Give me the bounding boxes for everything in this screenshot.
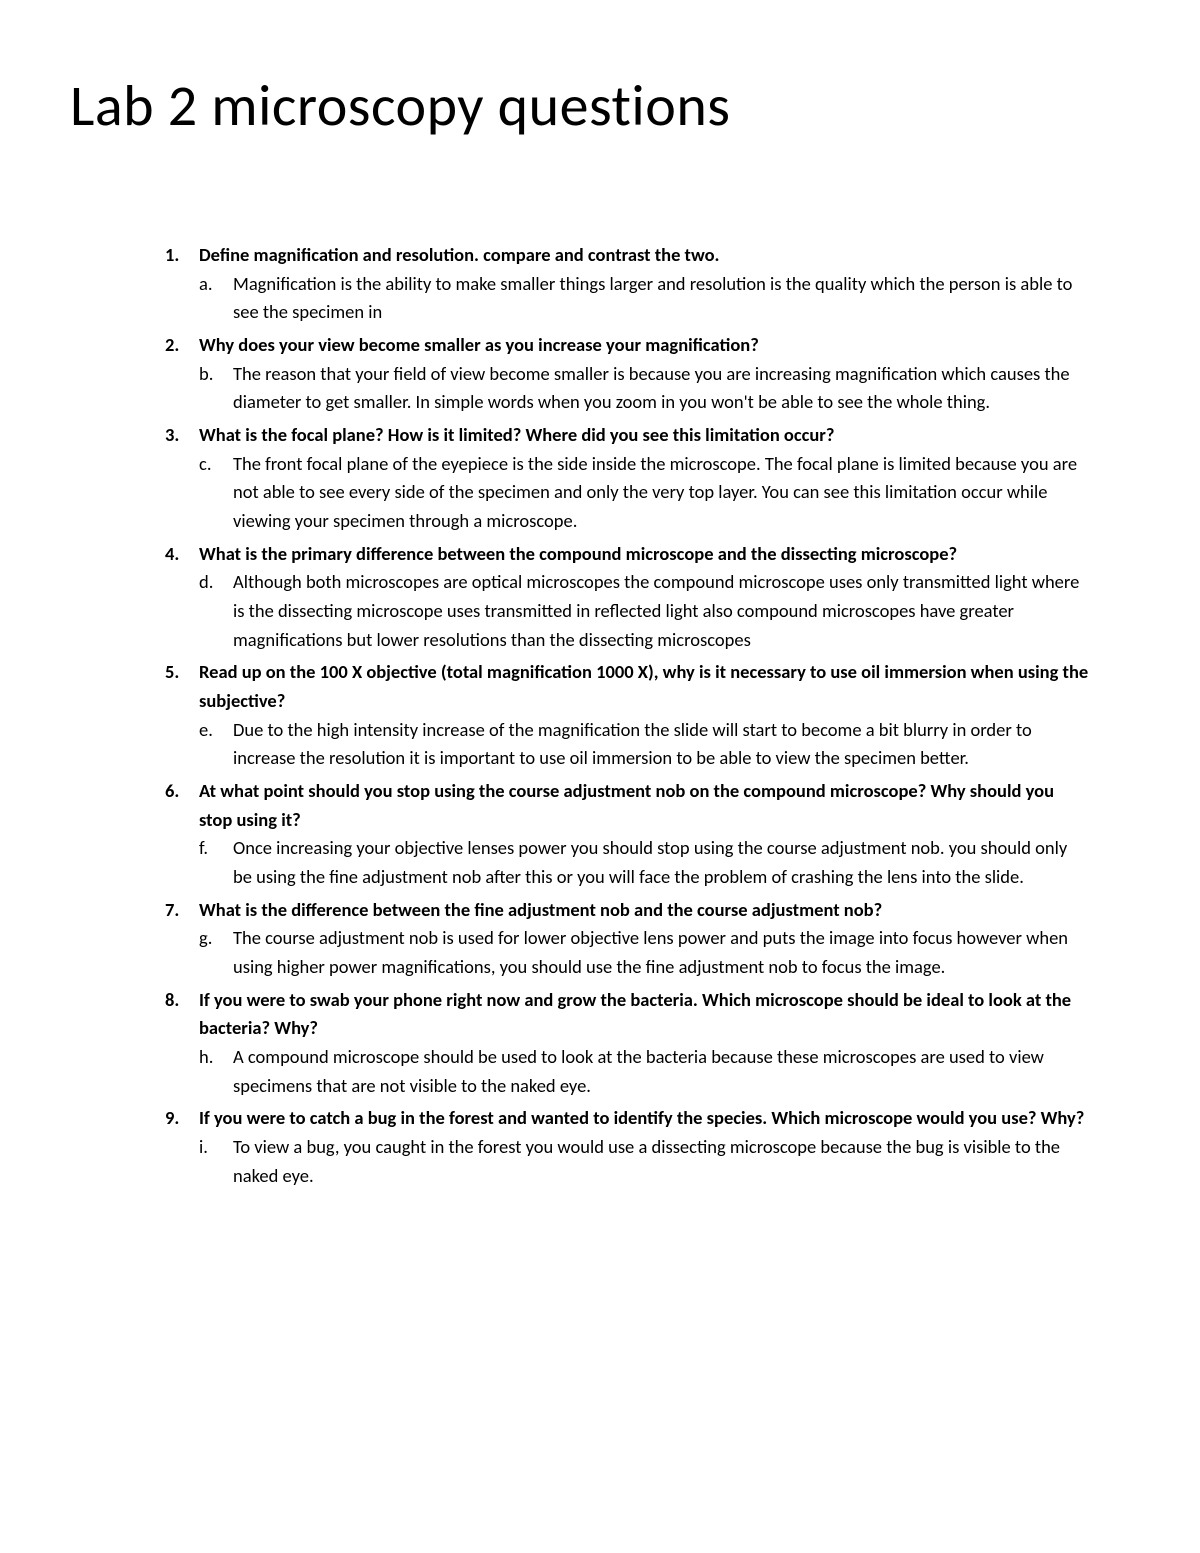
question-text: If you were to swab your phone right now… bbox=[199, 986, 1090, 1043]
question-row: 2. Why does your view become smaller as … bbox=[165, 331, 1090, 360]
answer-text: The course adjustment nob is used for lo… bbox=[233, 924, 1090, 981]
question-number: 6. bbox=[165, 777, 199, 834]
question-row: 8. If you were to swab your phone right … bbox=[165, 986, 1090, 1043]
page-title: Lab 2 microscopy questions bbox=[70, 70, 1120, 141]
answer-text: Although both microscopes are optical mi… bbox=[233, 568, 1090, 654]
answer-text: A compound microscope should be used to … bbox=[233, 1043, 1090, 1100]
answer-text: The front focal plane of the eyepiece is… bbox=[233, 450, 1090, 536]
question-row: 9. If you were to catch a bug in the for… bbox=[165, 1104, 1090, 1133]
question-item: 4. What is the primary difference betwee… bbox=[165, 540, 1090, 655]
question-text: Why does your view become smaller as you… bbox=[199, 331, 1090, 360]
question-row: 5. Read up on the 100 X objective (total… bbox=[165, 658, 1090, 715]
answer-letter: g. bbox=[199, 924, 233, 981]
answer-letter: c. bbox=[199, 450, 233, 536]
answer-text: The reason that your field of view becom… bbox=[233, 360, 1090, 417]
question-row: 4. What is the primary difference betwee… bbox=[165, 540, 1090, 569]
answer-letter: f. bbox=[199, 834, 233, 891]
question-row: 6. At what point should you stop using t… bbox=[165, 777, 1090, 834]
question-item: 1. Define magnification and resolution. … bbox=[165, 241, 1090, 327]
question-list: 1. Define magnification and resolution. … bbox=[80, 241, 1120, 1191]
question-text: What is the primary difference between t… bbox=[199, 540, 1090, 569]
answer-row: b. The reason that your field of view be… bbox=[199, 360, 1090, 417]
question-number: 4. bbox=[165, 540, 199, 569]
answer-row: c. The front focal plane of the eyepiece… bbox=[199, 450, 1090, 536]
answer-text: Magnification is the ability to make sma… bbox=[233, 270, 1090, 327]
question-item: 9. If you were to catch a bug in the for… bbox=[165, 1104, 1090, 1190]
question-number: 2. bbox=[165, 331, 199, 360]
question-number: 1. bbox=[165, 241, 199, 270]
question-number: 8. bbox=[165, 986, 199, 1043]
question-number: 3. bbox=[165, 421, 199, 450]
question-number: 9. bbox=[165, 1104, 199, 1133]
answer-letter: d. bbox=[199, 568, 233, 654]
answer-row: e. Due to the high intensity increase of… bbox=[199, 716, 1090, 773]
question-item: 5. Read up on the 100 X objective (total… bbox=[165, 658, 1090, 773]
answer-row: g. The course adjustment nob is used for… bbox=[199, 924, 1090, 981]
answer-row: h. A compound microscope should be used … bbox=[199, 1043, 1090, 1100]
question-text: If you were to catch a bug in the forest… bbox=[199, 1104, 1090, 1133]
answer-letter: b. bbox=[199, 360, 233, 417]
question-number: 7. bbox=[165, 896, 199, 925]
question-number: 5. bbox=[165, 658, 199, 715]
question-text: Define magnification and resolution. com… bbox=[199, 241, 1090, 270]
answer-letter: a. bbox=[199, 270, 233, 327]
answer-letter: h. bbox=[199, 1043, 233, 1100]
question-text: What is the difference between the fine … bbox=[199, 896, 1090, 925]
answer-row: d. Although both microscopes are optical… bbox=[199, 568, 1090, 654]
question-text: Read up on the 100 X objective (total ma… bbox=[199, 658, 1090, 715]
question-item: 6. At what point should you stop using t… bbox=[165, 777, 1090, 892]
question-text: At what point should you stop using the … bbox=[199, 777, 1090, 834]
question-row: 7. What is the difference between the fi… bbox=[165, 896, 1090, 925]
answer-letter: e. bbox=[199, 716, 233, 773]
question-item: 3. What is the focal plane? How is it li… bbox=[165, 421, 1090, 536]
answer-row: f. Once increasing your objective lenses… bbox=[199, 834, 1090, 891]
question-item: 7. What is the difference between the fi… bbox=[165, 896, 1090, 982]
question-item: 8. If you were to swab your phone right … bbox=[165, 986, 1090, 1101]
answer-row: i. To view a bug, you caught in the fore… bbox=[199, 1133, 1090, 1190]
answer-row: a. Magnification is the ability to make … bbox=[199, 270, 1090, 327]
answer-text: Once increasing your objective lenses po… bbox=[233, 834, 1090, 891]
question-row: 3. What is the focal plane? How is it li… bbox=[165, 421, 1090, 450]
question-text: What is the focal plane? How is it limit… bbox=[199, 421, 1090, 450]
question-row: 1. Define magnification and resolution. … bbox=[165, 241, 1090, 270]
answer-text: To view a bug, you caught in the forest … bbox=[233, 1133, 1090, 1190]
answer-letter: i. bbox=[199, 1133, 233, 1190]
answer-text: Due to the high intensity increase of th… bbox=[233, 716, 1090, 773]
question-item: 2. Why does your view become smaller as … bbox=[165, 331, 1090, 417]
